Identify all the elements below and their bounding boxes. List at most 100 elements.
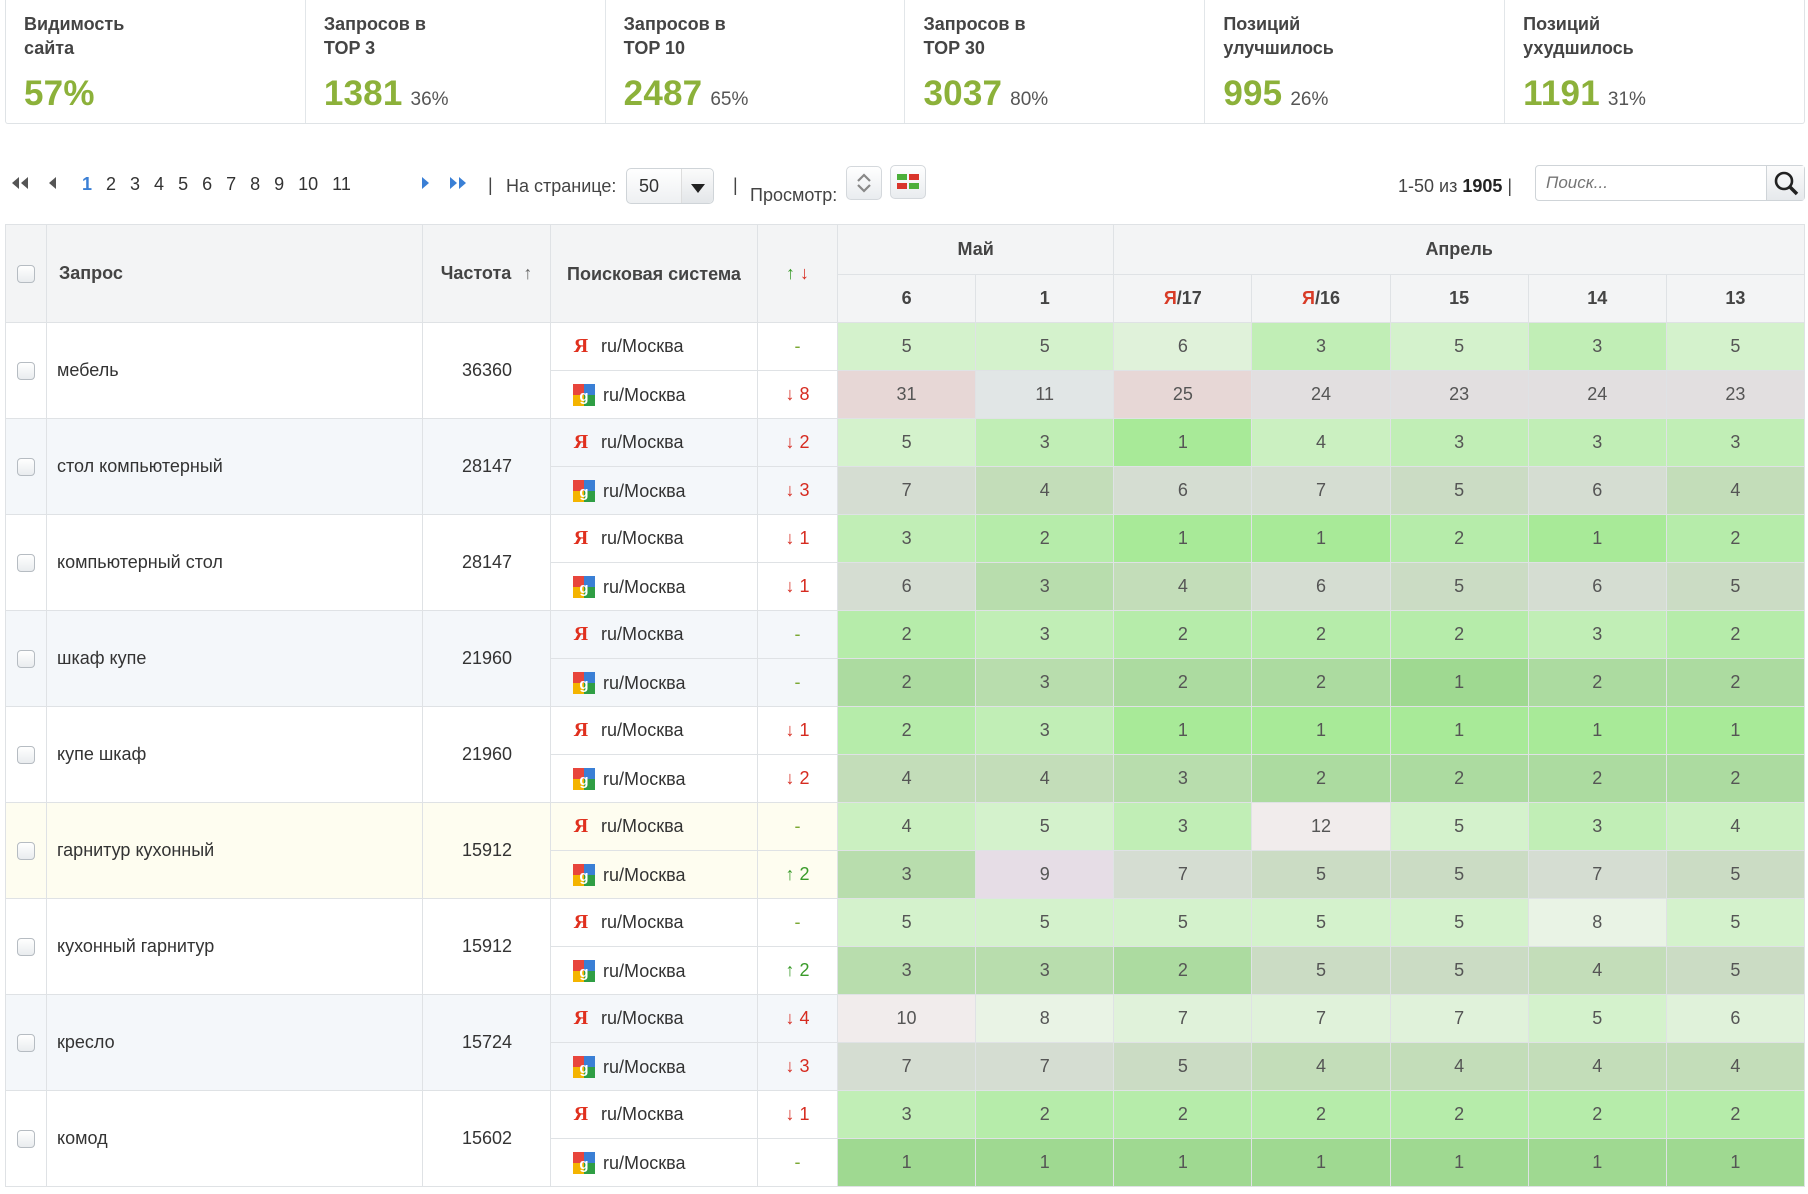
page-link[interactable]: 9: [274, 174, 285, 194]
position-cell: 3: [1113, 802, 1253, 851]
row-checkbox[interactable]: [17, 842, 35, 861]
region-label: ru/Москва: [603, 1056, 686, 1077]
row-checkbox[interactable]: [17, 650, 35, 669]
query-cell: кухонный гарнитур: [46, 898, 423, 995]
query-cell: комод: [46, 1090, 423, 1187]
stat-value: 3037: [923, 74, 1003, 113]
position-cell: 6: [1527, 466, 1667, 515]
region-label: ru/Москва: [601, 624, 684, 644]
engine-cell: g ru/Москва: [550, 850, 758, 899]
last-page-icon[interactable]: [448, 176, 468, 194]
header-delta[interactable]: ↑ ↓: [757, 224, 838, 323]
position-cell: 7: [1389, 994, 1529, 1043]
page-link[interactable]: 11: [332, 174, 351, 194]
row-checkbox[interactable]: [17, 746, 35, 765]
region-label: ru/Москва: [601, 1104, 684, 1124]
sort-icon: [857, 173, 871, 193]
view-sort-button[interactable]: [846, 166, 882, 200]
position-cell: 25: [1113, 370, 1253, 419]
position-cell: 24: [1527, 370, 1667, 419]
position-cell: 5: [836, 898, 977, 947]
next-page-icon[interactable]: [420, 176, 430, 194]
page-link[interactable]: 4: [154, 174, 165, 194]
google-icon: g: [573, 863, 595, 886]
page-link[interactable]: 5: [178, 174, 189, 194]
page-link[interactable]: 1: [82, 174, 93, 194]
search-icon: [1774, 171, 1799, 196]
table-row[interactable]: g ru/Москва ↓ 8 31 11 25 24 23 24 23: [6, 370, 1806, 419]
range-total: 1905: [1462, 176, 1503, 196]
row-checkbox[interactable]: [17, 554, 35, 573]
header-frequency[interactable]: Частота ↑: [422, 224, 551, 323]
page-link[interactable]: 10: [298, 174, 319, 194]
position-cell: 5: [1389, 898, 1529, 947]
page-link[interactable]: 7: [226, 174, 237, 194]
page-link[interactable]: 6: [202, 174, 213, 194]
first-page-icon[interactable]: [10, 176, 30, 194]
header-date: 15: [1389, 274, 1529, 323]
row-checkbox[interactable]: [17, 1130, 35, 1149]
header-date: 14: [1527, 274, 1667, 323]
stat-value: 57%: [24, 74, 95, 113]
delta-cell: ↓ 2: [757, 418, 838, 467]
prev-page-icon[interactable]: [48, 176, 58, 194]
position-cell: 5: [1389, 850, 1529, 899]
engine-cell: g ru/Москва: [550, 466, 758, 515]
position-cell: 8: [975, 994, 1115, 1043]
frequency-cell: 21960: [422, 610, 551, 707]
header-query[interactable]: Запрос: [46, 224, 423, 323]
position-cell: 2: [836, 610, 977, 659]
view-grid-button[interactable]: [890, 165, 926, 199]
row-checkbox[interactable]: [17, 938, 35, 957]
position-cell: 2: [1665, 754, 1806, 803]
position-cell: 1: [1251, 706, 1391, 755]
position-cell: 7: [836, 466, 977, 515]
position-cell: 5: [1665, 562, 1806, 611]
position-cell: 2: [1113, 610, 1253, 659]
region-label: ru/Москва: [603, 384, 686, 405]
google-icon: g: [573, 959, 595, 982]
table-row[interactable]: g ru/Москва -1 1 1 1 1 1 1: [6, 1138, 1806, 1187]
position-cell: 2: [1251, 1090, 1391, 1139]
delta-cell: ↓ 1: [757, 514, 838, 563]
position-cell: 5: [1389, 562, 1529, 611]
yandex-icon: Я: [573, 815, 589, 837]
page-link[interactable]: 8: [250, 174, 261, 194]
query-cell: мебель: [46, 322, 423, 419]
position-cell: 3: [1665, 418, 1806, 467]
search-input[interactable]: [1536, 166, 1768, 200]
page-link[interactable]: 2: [106, 174, 117, 194]
position-cell: 3: [1527, 802, 1667, 851]
per-page-select[interactable]: 50: [626, 168, 714, 204]
select-all-checkbox[interactable]: [17, 265, 35, 284]
row-checkbox[interactable]: [17, 458, 35, 477]
frequency-cell: 15724: [422, 994, 551, 1091]
position-cell: 4: [1527, 1042, 1667, 1091]
yandex-icon: Я: [573, 623, 589, 645]
page-link[interactable]: 3: [130, 174, 141, 194]
row-checkbox[interactable]: [17, 362, 35, 381]
table-row[interactable]: g ru/Москва -2 3 2 2 1 2 2: [6, 658, 1806, 707]
search-button[interactable]: [1766, 166, 1804, 200]
position-cell: 5: [975, 898, 1115, 947]
svg-text:g: g: [579, 772, 588, 789]
row-checkbox[interactable]: [17, 1034, 35, 1053]
